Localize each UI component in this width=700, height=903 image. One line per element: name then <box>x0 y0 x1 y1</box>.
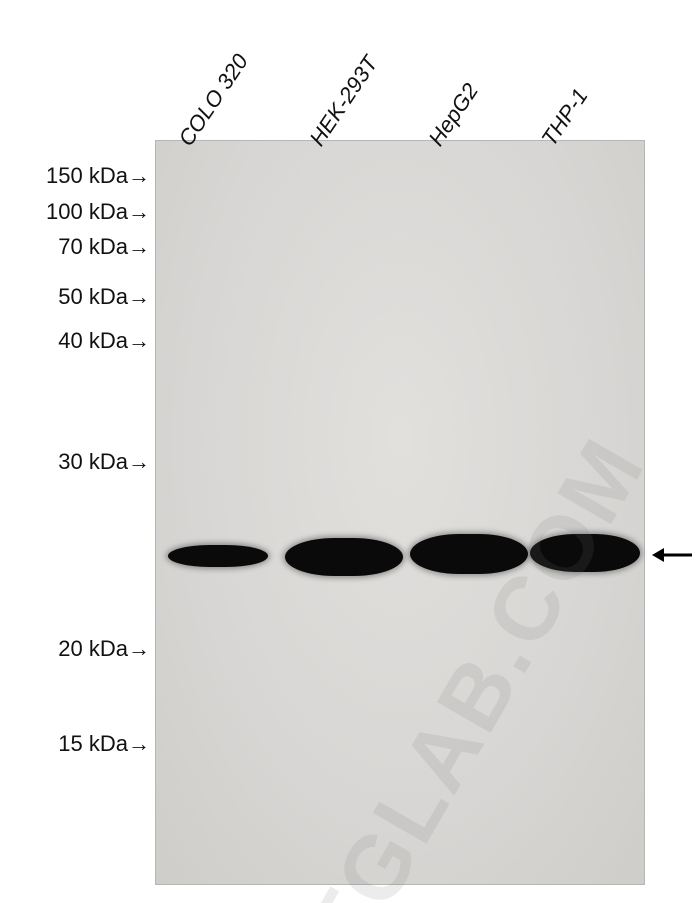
blot-membrane <box>155 140 645 885</box>
band-arrow-indicator <box>652 545 692 565</box>
protein-band <box>530 534 640 572</box>
lane-label: COLO 320 <box>173 49 253 151</box>
marker-label: 50 kDa→ <box>58 284 150 310</box>
figure-container: COLO 320HEK-293THepG2THP-1 150 kDa→100 k… <box>0 0 700 903</box>
marker-label: 40 kDa→ <box>58 328 150 354</box>
protein-band <box>168 545 268 567</box>
marker-label: 100 kDa→ <box>46 199 150 225</box>
marker-label: 30 kDa→ <box>58 449 150 475</box>
marker-label: 70 kDa→ <box>58 234 150 260</box>
marker-label: 15 kDa→ <box>58 731 150 757</box>
marker-label: 20 kDa→ <box>58 636 150 662</box>
lane-label: HEK-293T <box>304 51 383 151</box>
marker-label: 150 kDa→ <box>46 163 150 189</box>
protein-band <box>410 534 528 574</box>
protein-band <box>285 538 403 576</box>
